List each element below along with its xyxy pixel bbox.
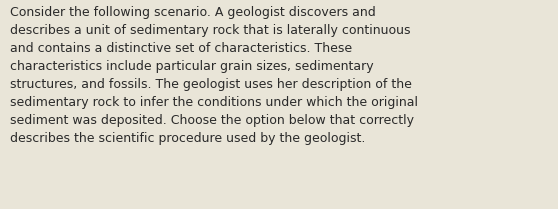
Text: Consider the following scenario. A geologist discovers and
describes a unit of s: Consider the following scenario. A geolo… <box>10 6 418 145</box>
